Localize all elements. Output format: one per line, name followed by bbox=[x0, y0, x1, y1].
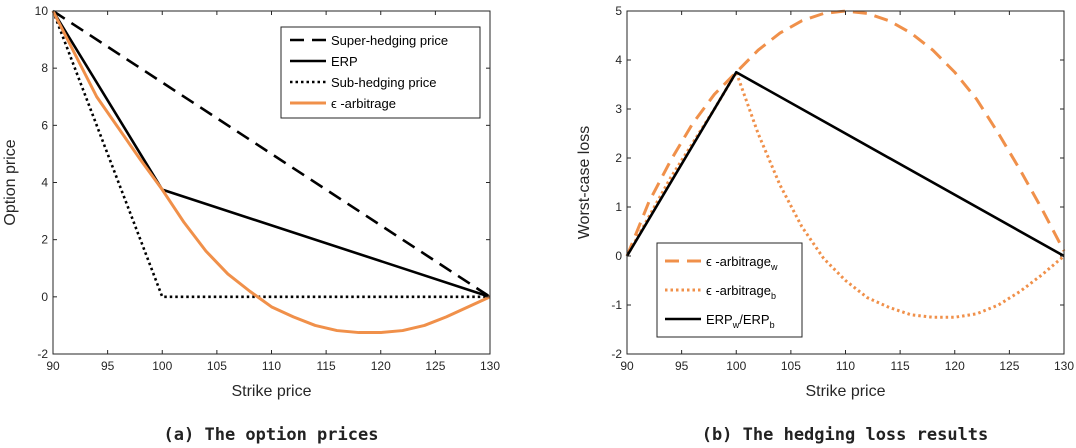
legend-label: Sub-hedging price bbox=[331, 75, 437, 90]
y-tick-label: 1 bbox=[615, 200, 622, 214]
x-tick-label: 110 bbox=[262, 359, 281, 373]
y-tick-label: 6 bbox=[41, 118, 48, 132]
caption-b: (b) The hedging loss results bbox=[702, 425, 989, 445]
x-tick-label: 110 bbox=[836, 359, 855, 373]
x-tick-label: 120 bbox=[945, 359, 965, 373]
series-line-2 bbox=[51, 10, 490, 299]
x-tick-label: 130 bbox=[1054, 359, 1074, 373]
y-tick-label: 4 bbox=[41, 176, 48, 190]
y-tick-label: 10 bbox=[35, 4, 49, 18]
y-tick-label: 8 bbox=[41, 61, 48, 75]
y-axis-label: Option price bbox=[2, 139, 19, 225]
legend-box bbox=[656, 242, 803, 338]
x-tick-label: 95 bbox=[675, 359, 689, 373]
series-line-2 bbox=[625, 70, 1065, 258]
legend-label: ERPw/ERPb bbox=[706, 312, 775, 330]
legend: Super-hedging price ERP Sub-hedging price ϵ… bbox=[280, 26, 481, 119]
legend-label: ϵ -arbitrage bbox=[331, 96, 396, 111]
legend: ϵ -arbitragew ϵ -arbitrageb ERPw/ERPb bbox=[656, 242, 803, 338]
x-tick-label: 95 bbox=[101, 359, 115, 373]
legend-label: ϵ -arbitragew bbox=[706, 254, 778, 272]
y-tick-label: -1 bbox=[611, 298, 622, 312]
x-tick-label: 120 bbox=[371, 359, 391, 373]
x-tick-label: 125 bbox=[999, 359, 1019, 373]
x-tick-label: 90 bbox=[46, 359, 60, 373]
y-tick-label: 4 bbox=[615, 53, 622, 67]
legend-label: Super-hedging price bbox=[331, 33, 448, 48]
y-tick-label: 0 bbox=[41, 290, 48, 304]
x-tick-label: 105 bbox=[781, 359, 801, 373]
x-tick-label: 90 bbox=[620, 359, 634, 373]
x-axis-label: Strike price bbox=[805, 383, 885, 400]
y-tick-label: -2 bbox=[37, 347, 48, 361]
x-tick-label: 115 bbox=[891, 359, 910, 373]
x-tick-label: 105 bbox=[207, 359, 227, 373]
x-axis-label: Strike price bbox=[231, 383, 311, 400]
x-tick-label: 115 bbox=[317, 359, 336, 373]
y-tick-label: 3 bbox=[615, 102, 622, 116]
chart-hedging-loss: 90 95 100 105 110 115 120 125 130 -2 -1 0 1 2 3 4 5 Stri… bbox=[576, 4, 1074, 445]
y-tick-label: 2 bbox=[615, 151, 622, 165]
y-tick-label: 5 bbox=[615, 4, 622, 18]
x-tick-label: 100 bbox=[152, 359, 172, 373]
y-tick-label: -2 bbox=[611, 347, 622, 361]
x-tick-label: 130 bbox=[480, 359, 500, 373]
series-line-0 bbox=[625, 9, 1066, 257]
chart-option-prices: 90 95 100 105 110 115 120 125 130 -2 0 2 4 6 8 10 Strik… bbox=[2, 4, 500, 445]
x-tick-label: 125 bbox=[425, 359, 445, 373]
legend-label: ϵ -arbitrageb bbox=[706, 283, 776, 301]
series-line-3 bbox=[51, 10, 491, 335]
x-tick-label: 100 bbox=[726, 359, 746, 373]
y-tick-label: 0 bbox=[615, 249, 622, 263]
y-tick-label: 2 bbox=[41, 233, 48, 247]
y-axis-label: Worst-case loss bbox=[576, 126, 593, 240]
legend-label: ERP bbox=[331, 54, 358, 69]
caption-a: (a) The option prices bbox=[164, 425, 379, 445]
